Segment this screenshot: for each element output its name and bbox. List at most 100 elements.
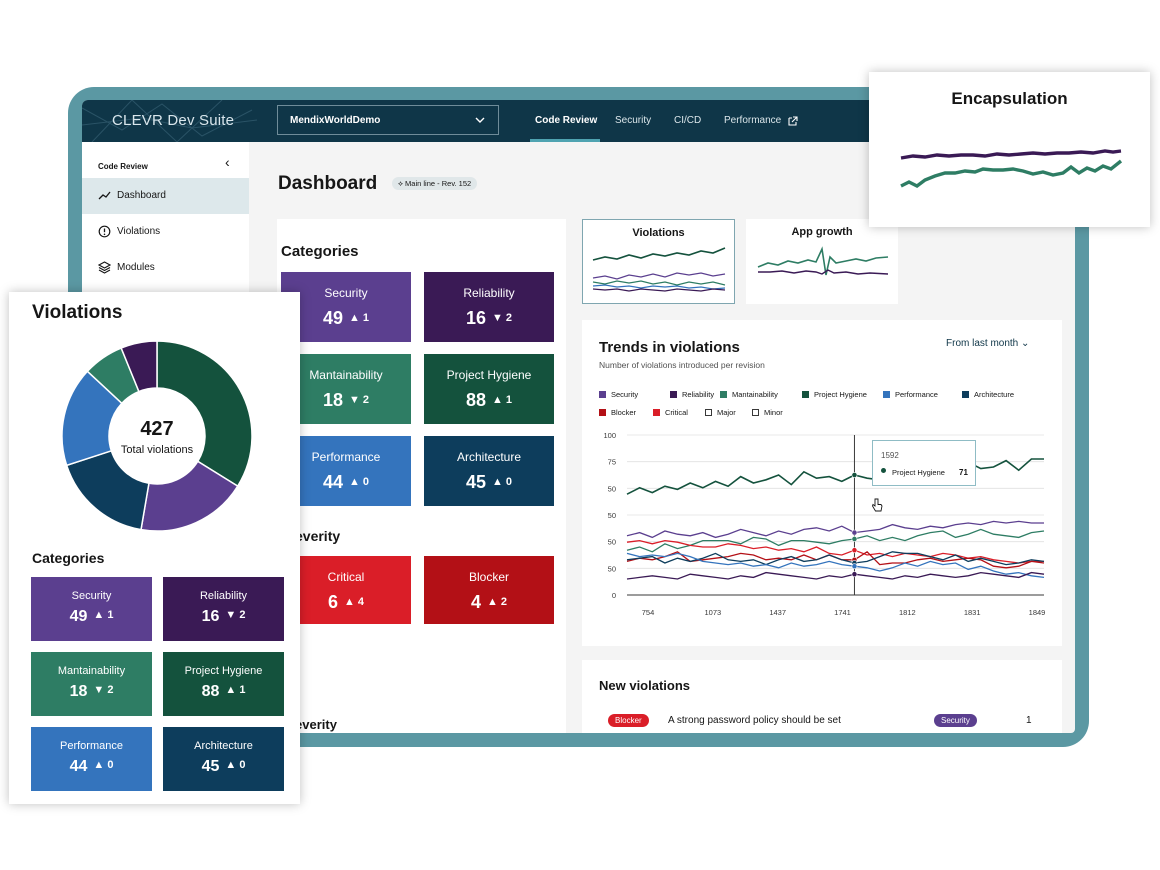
legend-item-blocker[interactable]: Blocker [599,408,636,417]
tile-value: 16 [201,608,220,625]
x-tick-label: 1073 [704,608,721,617]
range-selector[interactable]: From last month ⌄ [946,338,1029,349]
legend-item-critical[interactable]: Critical [653,408,688,417]
tile-blocker[interactable]: Blocker 4 ▲ 2 [424,556,554,624]
app-selector-value: MendixWorldDemo [290,115,381,126]
series-line-critical[interactable] [626,539,1044,564]
legend-item-major[interactable]: Major [705,408,736,417]
trends-subtitle: Number of violations introduced per revi… [599,360,765,370]
y-tick-label: 75 [608,458,616,467]
hover-point [851,529,858,536]
legend-item-mantainability[interactable]: Mantainability [720,390,778,399]
tile-delta: 0 [362,476,370,488]
legend-item-reliability[interactable]: Reliability [670,390,714,399]
checkbox-icon [705,409,712,416]
tile-value: 18 [69,683,88,700]
tile-label: Mantainability [309,368,383,382]
category-badge: Security [934,714,977,727]
donut-total-label: Total violations [120,444,194,456]
external-link-icon[interactable] [788,116,798,126]
tile-label: Blocker [468,570,509,584]
legend-item-minor[interactable]: Minor [752,408,783,417]
sidebar-item-modules[interactable]: Modules [82,250,249,286]
trend-icon [98,191,111,200]
y-tick-label: 50 [608,511,616,520]
legend-item-project-hygiene[interactable]: Project Hygiene [802,390,867,399]
tile-delta: 1 [239,684,246,696]
nav-cicd[interactable]: CI/CD [674,115,702,126]
sidebar-item-dashboard[interactable]: Dashboard [82,178,249,214]
donut-slice-reliability[interactable] [120,340,158,393]
series-line-reliability[interactable] [626,571,1045,580]
overlay-tile-architecture[interactable]: Architecture 45 ▲ 0 [163,727,284,791]
tile-value: 88 [465,390,486,410]
x-tick-label: 1741 [834,608,851,617]
encapsulation-title: Encapsulation [951,89,1068,108]
checkbox-icon [720,391,727,398]
sidebar-item-violations[interactable]: Violations [82,214,249,250]
nav-code-review[interactable]: Code Review [535,115,598,126]
overlay-tile-reliability[interactable]: Reliability 16 ▼ 2 [163,577,284,641]
tile-project-hygiene[interactable]: Project Hygiene 88 ▲ 1 [424,354,554,424]
hand-cursor-icon [872,498,883,512]
legend-item-security[interactable]: Security [599,390,638,399]
branch-icon: ⟡ [398,179,406,188]
tile-performance[interactable]: Performance 44 ▲ 0 [281,436,411,506]
donut-slice-project-hygiene[interactable] [156,340,253,488]
tile-reliability[interactable]: Reliability 16 ▼ 2 [424,272,554,342]
tile-value: 4 [470,592,481,612]
overlay-categories-title: Categories [32,550,105,566]
hover-point [851,563,858,570]
tooltip-value: 71 [959,468,968,477]
tile-direction-icon: ▲ [348,312,360,324]
donut-slice-architecture[interactable] [65,449,150,531]
overlay-tile-mantainability[interactable]: Mantainability 18 ▼ 2 [31,652,152,716]
series-line-mantainability[interactable] [626,528,1045,553]
series-line-performance[interactable] [626,552,1045,579]
series-line-architecture[interactable] [626,551,1045,566]
tile-delta: 2 [239,609,246,621]
minicard-app-growth[interactable]: App growth [746,219,898,304]
tile-delta: 2 [500,596,508,608]
tile-label: Architecture [194,740,253,752]
legend-label: Security [611,390,639,399]
trends-title: Trends in violations [599,339,740,356]
sidebar-item-label: Violations [117,226,161,237]
sidebar-heading: Code Review [98,162,148,171]
tile-label: Reliability [463,286,515,300]
tile-value: 18 [322,390,343,410]
nav-security[interactable]: Security [615,115,652,126]
overlay-tile-project-hygiene[interactable]: Project Hygiene 88 ▲ 1 [163,652,284,716]
app-selector[interactable]: MendixWorldDemo [277,105,499,135]
tile-mantainability[interactable]: Mantainability 18 ▼ 2 [281,354,411,424]
violations-sparkline [592,247,726,292]
tile-security[interactable]: Security 49 ▲ 1 [281,272,411,342]
alert-icon [98,225,111,238]
series-line-security[interactable] [626,520,1044,539]
tooltip-revision: 1592 [881,451,899,460]
legend-item-architecture[interactable]: Architecture [962,390,1014,399]
collapse-chevron-icon[interactable]: ‹ [225,154,230,170]
tile-direction-icon: ▼ [491,312,503,324]
overlay-tile-security[interactable]: Security 49 ▲ 1 [31,577,152,641]
violation-text[interactable]: A strong password policy should be set [668,715,841,726]
violations-overlay: Violations 427 Total violations Categori… [9,292,300,804]
checkbox-icon [752,409,759,416]
tile-direction-icon: ▲ [93,759,105,771]
revision-tag[interactable]: ⟡ Main line - Rev. 152 [392,177,478,190]
legend-label: Minor [764,408,783,417]
tile-critical[interactable]: Critical 6 ▲ 4 [281,556,411,624]
legend-item-performance[interactable]: Performance [883,390,938,399]
categories-panel: Categories Security 49 ▲ 1 Reliability 16 ▼ 2… [277,219,566,733]
donut-total: 427 [140,418,174,440]
nav-performance[interactable]: Performance [724,115,782,126]
encapsulation-sparkline [900,149,1123,188]
tile-delta: 0 [505,476,513,488]
tile-architecture[interactable]: Architecture 45 ▲ 0 [424,436,554,506]
minicard-violations[interactable]: Violations [582,219,735,304]
series-line-project-hygiene[interactable] [626,458,1044,495]
tile-value: 6 [327,592,338,612]
tile-delta: 1 [505,394,513,406]
overlay-tile-performance[interactable]: Performance 44 ▲ 0 [31,727,152,791]
minicard-title: App growth [791,226,853,238]
